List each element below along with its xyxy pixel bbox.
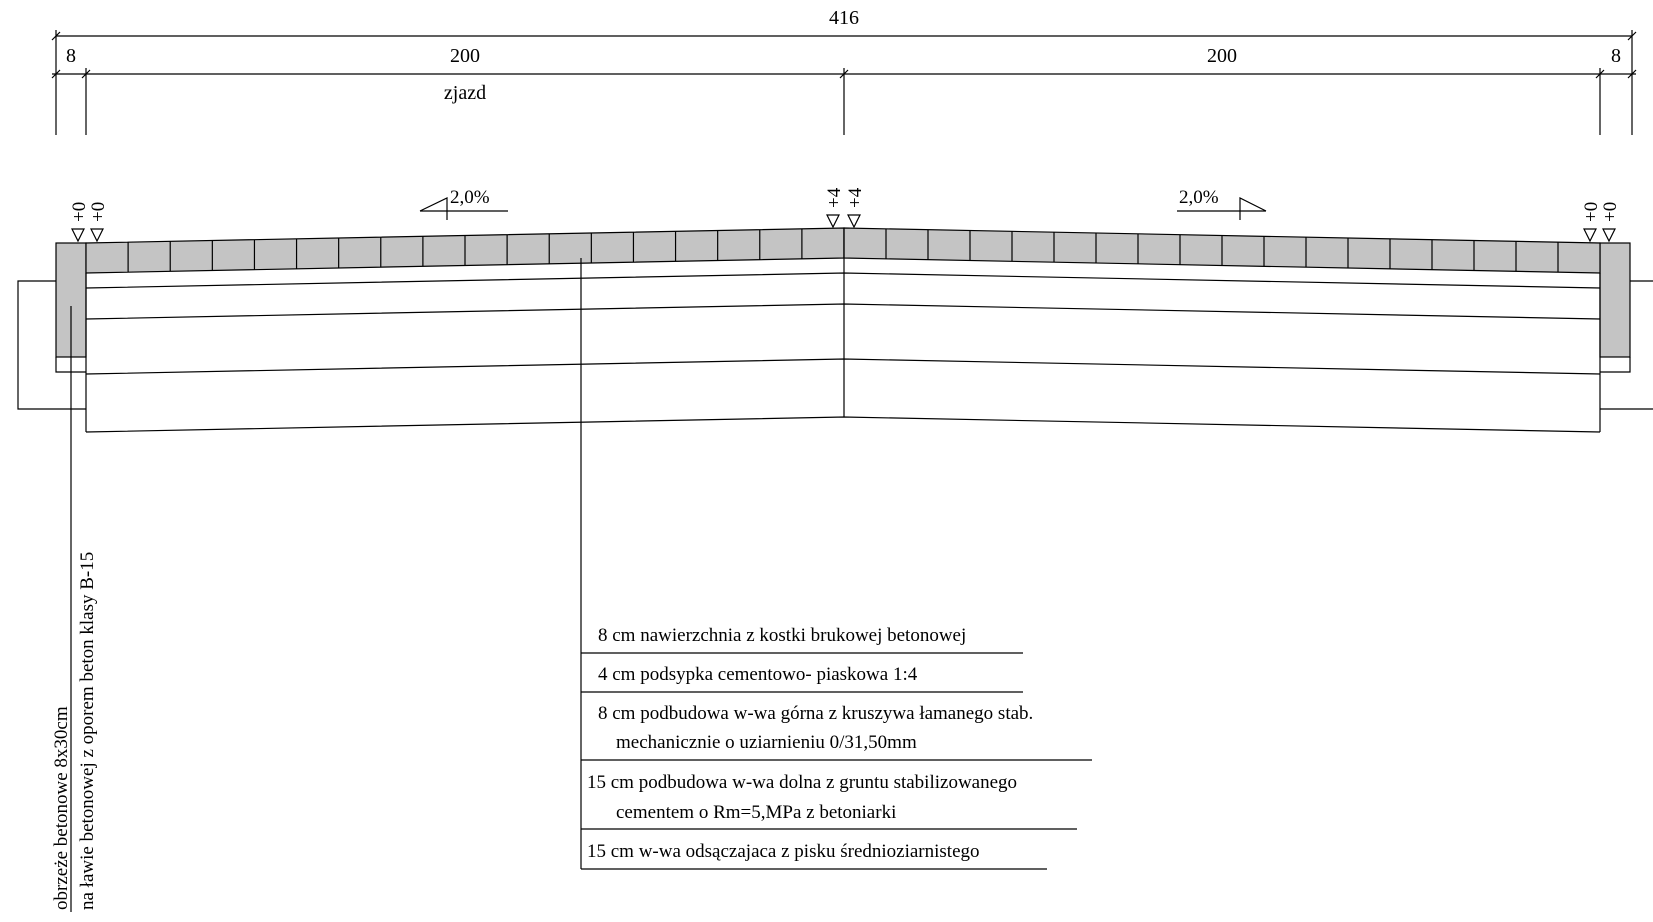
layer-4-text: 15 cm podbudowa w-wa dolna z gruntu stab… — [587, 772, 1017, 793]
curb-caption-line2: na ławie betonowej z oporem beton klasy … — [77, 552, 98, 910]
layer-boundaries — [85, 228, 1601, 433]
zone-label: zjazd — [444, 82, 486, 104]
podsypka-bottom — [85, 272, 1601, 289]
elev-center-left: +4 — [824, 187, 845, 208]
dim-right-span: 200 — [1207, 45, 1237, 67]
dimension-lines — [51, 30, 1637, 135]
layer-legend-lines — [580, 258, 1092, 870]
dim-right-edge: 8 — [1611, 45, 1621, 67]
layer-2-text: 4 cm podsypka cementowo- piaskowa 1:4 — [598, 664, 918, 685]
curb-bench-right — [1600, 357, 1631, 373]
layer-3-text-cont: mechanicznie o uziarnieniu 0/31,50mm — [616, 732, 917, 753]
curb-caption-line1: obrzeże betonowe 8x30cm — [51, 706, 72, 910]
layer-5-text: 15 cm w-wa odsączajaca z pisku średniozi… — [587, 841, 980, 862]
paving-stones — [85, 227, 1601, 274]
lower-base-bottom — [85, 358, 1601, 375]
layer-4-text-cont: cementem o Rm=5,MPa z betoniarki — [616, 802, 896, 823]
elev-center-right: +4 — [845, 187, 866, 208]
slope-indicators — [419, 197, 1267, 220]
curb-bench-left — [55, 357, 86, 373]
drainage-bottom — [85, 416, 1601, 433]
slope-left-label: 2,0% — [450, 187, 490, 208]
slope-arrow-left — [419, 197, 448, 220]
dim-left-edge: 8 — [66, 45, 76, 67]
dim-total: 416 — [829, 7, 859, 29]
elev-left-outer: +0 — [69, 202, 90, 222]
elevation-markers — [71, 214, 1616, 243]
curb-right — [1599, 242, 1631, 358]
elev-triangle-left-outer — [71, 228, 85, 243]
bench-outline-left — [17, 280, 86, 410]
layer-1-text: 8 cm nawierzchnia z kostki brukowej beto… — [598, 625, 966, 646]
layer-3-text: 8 cm podbudowa w-wa górna z kruszywa łam… — [598, 703, 1033, 724]
elev-right-outer: +0 — [1600, 202, 1621, 222]
elev-right-inner: +0 — [1581, 202, 1602, 222]
elev-triangle-left-inner — [90, 228, 104, 243]
slope-arrow-right — [1239, 197, 1267, 220]
elev-triangle-center-right — [847, 214, 861, 229]
upper-base-bottom — [85, 303, 1601, 320]
elev-left-inner: +0 — [88, 202, 109, 222]
elev-triangle-right-outer — [1602, 228, 1616, 243]
layer-legend: 8 cm nawierzchnia z kostki brukowej beto… — [587, 625, 1033, 862]
slope-right-label: 2,0% — [1179, 187, 1219, 208]
elev-triangle-center-left — [826, 214, 840, 229]
dim-left-span: 200 — [450, 45, 480, 67]
elev-triangle-right-inner — [1583, 228, 1597, 243]
